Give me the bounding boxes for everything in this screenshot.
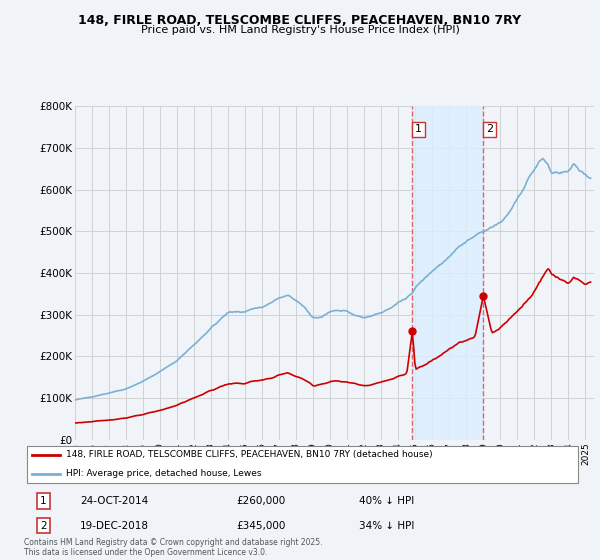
Bar bbox=[412, 106, 484, 440]
Text: 2: 2 bbox=[40, 521, 47, 530]
Text: £260,000: £260,000 bbox=[236, 496, 285, 506]
Text: 1: 1 bbox=[40, 496, 47, 506]
FancyBboxPatch shape bbox=[27, 446, 578, 483]
Text: 148, FIRLE ROAD, TELSCOMBE CLIFFS, PEACEHAVEN, BN10 7RY: 148, FIRLE ROAD, TELSCOMBE CLIFFS, PEACE… bbox=[79, 14, 521, 27]
Text: 148, FIRLE ROAD, TELSCOMBE CLIFFS, PEACEHAVEN, BN10 7RY (detached house): 148, FIRLE ROAD, TELSCOMBE CLIFFS, PEACE… bbox=[66, 450, 433, 459]
Text: 24-OCT-2014: 24-OCT-2014 bbox=[80, 496, 148, 506]
Text: 19-DEC-2018: 19-DEC-2018 bbox=[80, 521, 149, 530]
Text: £345,000: £345,000 bbox=[236, 521, 286, 530]
Text: HPI: Average price, detached house, Lewes: HPI: Average price, detached house, Lewe… bbox=[66, 469, 262, 478]
Text: 2: 2 bbox=[486, 124, 493, 134]
Text: 34% ↓ HPI: 34% ↓ HPI bbox=[359, 521, 414, 530]
Text: Contains HM Land Registry data © Crown copyright and database right 2025.
This d: Contains HM Land Registry data © Crown c… bbox=[24, 538, 323, 557]
Text: 40% ↓ HPI: 40% ↓ HPI bbox=[359, 496, 414, 506]
Text: Price paid vs. HM Land Registry's House Price Index (HPI): Price paid vs. HM Land Registry's House … bbox=[140, 25, 460, 35]
Text: 1: 1 bbox=[415, 124, 422, 134]
